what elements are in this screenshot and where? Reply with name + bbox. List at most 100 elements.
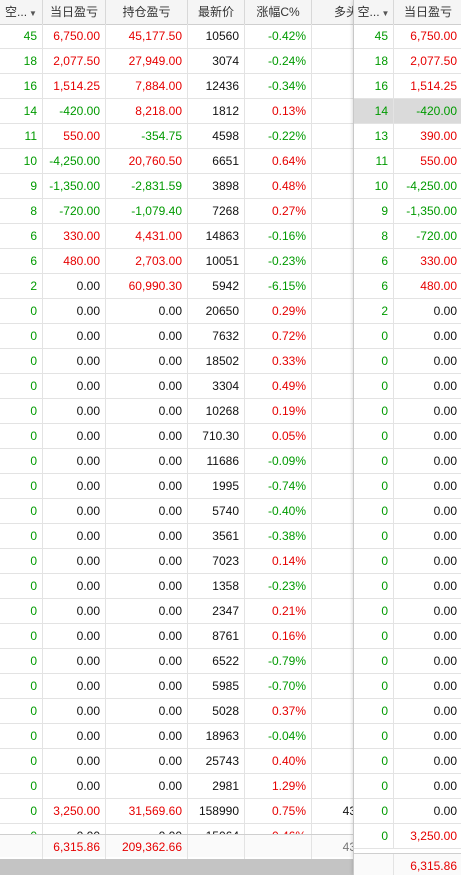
- table-row[interactable]: 10 -4,250.00 20,760.50 6651 0.64%: [0, 149, 361, 174]
- table-row[interactable]: 0 0.00: [354, 399, 461, 424]
- cell-change-pct: 0.16%: [245, 624, 312, 648]
- cell-position-pnl: 0.00: [106, 724, 188, 748]
- table-row[interactable]: 11 550.00 -354.75 4598 -0.22%: [0, 124, 361, 149]
- table-row[interactable]: 0 0.00 0.00 8761 0.16%: [0, 624, 361, 649]
- table-row[interactable]: 0 0.00: [354, 774, 461, 799]
- table-row[interactable]: 0 0.00: [354, 324, 461, 349]
- table-row[interactable]: 16 1,514.25 7,884.00 12436 -0.34%: [0, 74, 361, 99]
- cell-day-pnl: 0.00: [43, 774, 106, 798]
- table-row[interactable]: 16 1,514.25: [354, 74, 461, 99]
- table-row[interactable]: 0 0.00: [354, 649, 461, 674]
- table-row[interactable]: 9 -1,350.00: [354, 199, 461, 224]
- table-row[interactable]: 0 0.00 0.00 3304 0.49%: [0, 374, 361, 399]
- cell-short-qty: 6: [354, 274, 394, 298]
- cell-day-pnl: 390.00: [420, 129, 457, 143]
- horizontal-scrollbar[interactable]: [0, 859, 361, 875]
- table-row[interactable]: 0 0.00: [354, 524, 461, 549]
- cell-short-qty: 0: [354, 424, 394, 448]
- table-row[interactable]: 0 0.00: [354, 499, 461, 524]
- table-row[interactable]: 0 0.00: [354, 474, 461, 499]
- positions-table-main[interactable]: 空... ▼ 当日盈亏 持仓盈亏 最新价 涨幅C% 多头 45 6,750.00 45…: [0, 0, 361, 875]
- table-row[interactable]: 0 3,250.00: [354, 824, 461, 849]
- table-row[interactable]: 0 0.00: [354, 424, 461, 449]
- col-header-last-price[interactable]: 最新价: [188, 0, 245, 24]
- table-row[interactable]: 0 0.00 0.00 3561 -0.38%: [0, 524, 361, 549]
- col-header-short[interactable]: 空... ▼: [0, 0, 43, 24]
- cell-short-qty: 0: [0, 299, 43, 323]
- positions-table-side[interactable]: 空... ▼ 当日盈亏 45 6,750.00 18 2,077.50 16 1,514.2…: [353, 0, 461, 875]
- table-row[interactable]: 8 -720.00 -1,079.40 7268 0.27%: [0, 199, 361, 224]
- table-row[interactable]: 0 0.00: [354, 624, 461, 649]
- table-row[interactable]: 0 0.00 0.00 5740 -0.40%: [0, 499, 361, 524]
- cell-change-pct: 0.29%: [245, 299, 312, 323]
- table-row[interactable]: 0 0.00 0.00 1358 -0.23%: [0, 574, 361, 599]
- sort-down-icon[interactable]: ▼: [381, 9, 390, 18]
- side-col-header-short-label: 空...: [357, 5, 380, 19]
- table-row[interactable]: 0 0.00 0.00 11686 -0.09%: [0, 449, 361, 474]
- table-row[interactable]: 0 0.00: [354, 749, 461, 774]
- total-last-price: [188, 835, 245, 859]
- table-row[interactable]: 18 2,077.50: [354, 49, 461, 74]
- cell-short-qty: 0: [354, 799, 394, 823]
- table-row[interactable]: 0 0.00: [354, 599, 461, 624]
- table-row[interactable]: 6 480.00: [354, 274, 461, 299]
- cell-position-pnl: 0.00: [106, 299, 188, 323]
- side-col-header-day-pnl[interactable]: 当日盈亏: [403, 5, 452, 19]
- col-header-day-pnl[interactable]: 当日盈亏: [43, 0, 106, 24]
- table-row[interactable]: 0 0.00: [354, 674, 461, 699]
- table-row[interactable]: 0 3,250.00 31,569.60 158990 0.75% 43: [0, 799, 361, 824]
- sort-down-icon[interactable]: ▼: [29, 9, 37, 18]
- cell-position-pnl: 0.00: [106, 474, 188, 498]
- table-row[interactable]: 0 0.00 0.00 6522 -0.79%: [0, 649, 361, 674]
- cell-change-pct: -0.16%: [245, 224, 312, 248]
- table-row[interactable]: 0 0.00 0.00 710.30 0.05%: [0, 424, 361, 449]
- table-row[interactable]: 45 6,750.00 45,177.50 10560 -0.42%: [0, 24, 361, 49]
- cell-position-pnl: 0.00: [106, 674, 188, 698]
- table-row[interactable]: 0 0.00 0.00 18502 0.33%: [0, 349, 361, 374]
- cell-short-qty: 18: [0, 49, 43, 73]
- table-row[interactable]: 6 330.00: [354, 249, 461, 274]
- table-row[interactable]: 0 0.00 0.00 7632 0.72%: [0, 324, 361, 349]
- cell-change-pct: 0.27%: [245, 199, 312, 223]
- table-row[interactable]: 2 0.00 60,990.30 5942 -6.15%: [0, 274, 361, 299]
- cell-change-pct: -0.38%: [245, 524, 312, 548]
- table-row[interactable]: 0 0.00: [354, 724, 461, 749]
- table-row[interactable]: 6 330.00 4,431.00 14863 -0.16%: [0, 224, 361, 249]
- cell-day-pnl: 0.00: [433, 629, 457, 643]
- table-row[interactable]: 0 0.00: [354, 449, 461, 474]
- table-row[interactable]: 0 0.00: [354, 699, 461, 724]
- table-row[interactable]: 0 0.00: [354, 574, 461, 599]
- table-row[interactable]: 18 2,077.50 27,949.00 3074 -0.24%: [0, 49, 361, 74]
- side-col-header-short[interactable]: 空... ▼: [354, 0, 394, 24]
- table-row[interactable]: 0 0.00: [354, 799, 461, 824]
- col-header-change-pct[interactable]: 涨幅C%: [245, 0, 312, 24]
- table-row[interactable]: 0 0.00 0.00 20650 0.29%: [0, 299, 361, 324]
- table-row[interactable]: 13 390.00: [354, 124, 461, 149]
- table-row[interactable]: 10 -4,250.00: [354, 174, 461, 199]
- table-row[interactable]: 0 0.00 0.00 5028 0.37%: [0, 699, 361, 724]
- cell-short-qty: 0: [0, 399, 43, 423]
- table-row[interactable]: 0 0.00: [354, 549, 461, 574]
- table-row[interactable]: 0 0.00 0.00 25743 0.40%: [0, 749, 361, 774]
- table-row[interactable]: 11 550.00: [354, 149, 461, 174]
- table-row[interactable]: 2 0.00: [354, 299, 461, 324]
- table-row[interactable]: 0 0.00: [354, 349, 461, 374]
- table-row[interactable]: 0 0.00 0.00 18963 -0.04%: [0, 724, 361, 749]
- table-row[interactable]: 14 -420.00: [354, 99, 461, 124]
- table-row[interactable]: 0 0.00: [354, 374, 461, 399]
- table-row[interactable]: 9 -1,350.00 -2,831.59 3898 0.48%: [0, 174, 361, 199]
- table-row[interactable]: 0 0.00 0.00 2981 1.29%: [0, 774, 361, 799]
- col-header-position-pnl[interactable]: 持仓盈亏: [106, 0, 188, 24]
- table-row[interactable]: 14 -420.00 8,218.00 1812 0.13%: [0, 99, 361, 124]
- table-row[interactable]: 0 0.00 0.00 1995 -0.74%: [0, 474, 361, 499]
- table-row[interactable]: 0 0.00 0.00 5985 -0.70%: [0, 674, 361, 699]
- cell-short-qty: 6: [354, 249, 394, 273]
- cell-day-pnl: 0.00: [43, 424, 106, 448]
- cell-short-qty: 0: [354, 349, 394, 373]
- table-row[interactable]: 8 -720.00: [354, 224, 461, 249]
- table-row[interactable]: 0 0.00 0.00 7023 0.14%: [0, 549, 361, 574]
- table-row[interactable]: 6 480.00 2,703.00 10051 -0.23%: [0, 249, 361, 274]
- table-row[interactable]: 0 0.00 0.00 10268 0.19%: [0, 399, 361, 424]
- table-row[interactable]: 0 0.00 0.00 2347 0.21%: [0, 599, 361, 624]
- table-row[interactable]: 45 6,750.00: [354, 24, 461, 49]
